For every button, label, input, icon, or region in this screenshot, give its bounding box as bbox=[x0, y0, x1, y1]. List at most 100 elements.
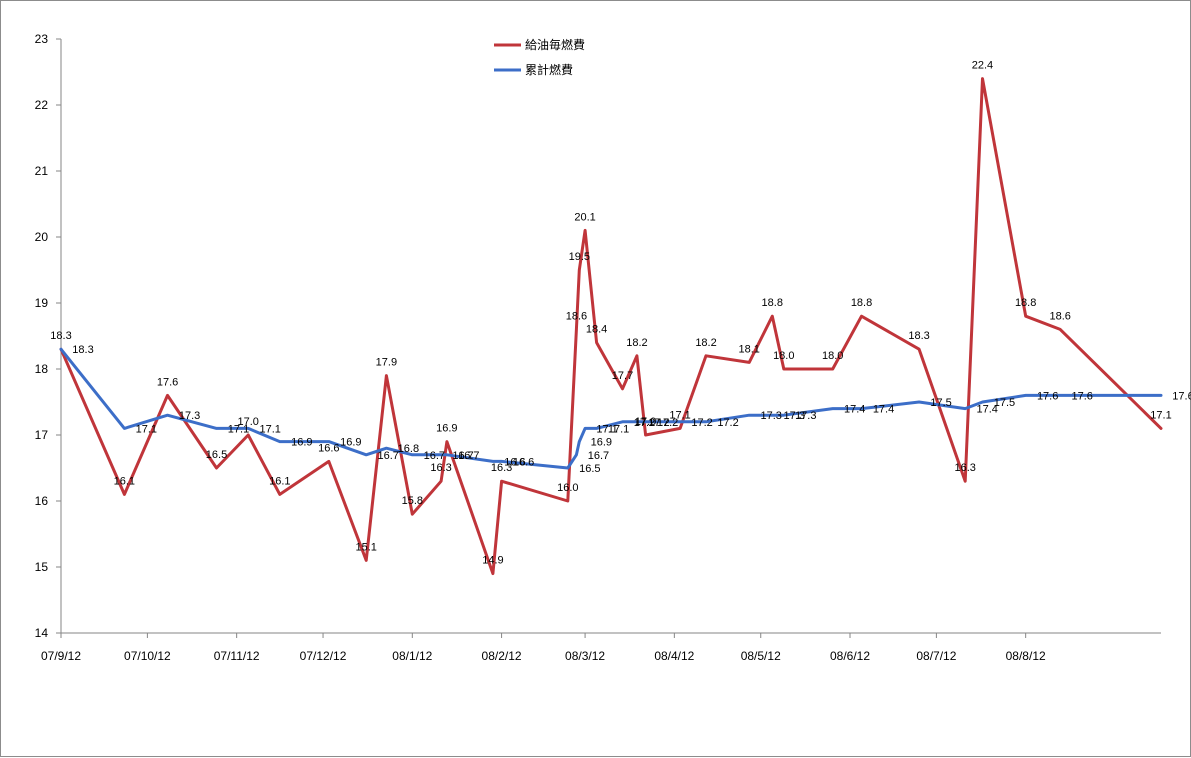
data-label: 17.6 bbox=[1037, 390, 1058, 402]
x-tick-label: 07/9/12 bbox=[41, 649, 81, 663]
legend-label: 累計燃費 bbox=[525, 62, 573, 77]
data-label: 17.6 bbox=[1172, 390, 1191, 402]
data-label: 18.4 bbox=[586, 324, 607, 336]
y-tick-label: 15 bbox=[35, 560, 49, 574]
data-label: 18.3 bbox=[50, 330, 71, 342]
data-label: 17.2 bbox=[634, 417, 655, 429]
data-label: 17.6 bbox=[157, 376, 178, 388]
x-tick-label: 08/7/12 bbox=[916, 649, 956, 663]
data-label: 17.0 bbox=[237, 416, 258, 428]
data-label: 18.2 bbox=[626, 337, 647, 349]
data-label: 18.6 bbox=[1050, 310, 1071, 322]
data-label: 16.6 bbox=[318, 442, 339, 454]
data-label: 16.0 bbox=[557, 482, 578, 494]
x-tick-label: 08/5/12 bbox=[741, 649, 781, 663]
data-label: 14.9 bbox=[482, 555, 503, 567]
data-label: 17.0 bbox=[635, 416, 656, 428]
data-label: 15.1 bbox=[356, 541, 377, 553]
data-label: 17.1 bbox=[228, 423, 249, 435]
data-label: 18.2 bbox=[695, 337, 716, 349]
data-label: 17.3 bbox=[795, 410, 816, 422]
data-label: 17.5 bbox=[994, 397, 1015, 409]
series-line-2 bbox=[59, 347, 1163, 470]
data-label: 17.1 bbox=[669, 409, 690, 421]
y-tick-label: 22 bbox=[35, 98, 49, 112]
legend-label: 給油毎燃費 bbox=[525, 37, 585, 52]
data-label: 17.1 bbox=[596, 423, 617, 435]
data-label: 17.6 bbox=[1072, 390, 1093, 402]
series-line-1 bbox=[59, 77, 1163, 576]
y-tick-label: 23 bbox=[35, 32, 49, 46]
x-tick-label: 07/11/12 bbox=[214, 649, 260, 663]
data-label: 16.3 bbox=[430, 462, 451, 474]
data-label: 16.3 bbox=[954, 462, 975, 474]
data-label: 16.7 bbox=[588, 450, 609, 462]
x-tick-label: 08/3/12 bbox=[565, 649, 605, 663]
data-label: 19.5 bbox=[569, 251, 590, 263]
data-label: 16.5 bbox=[579, 463, 600, 475]
y-tick-label: 19 bbox=[35, 296, 49, 310]
data-label: 18.6 bbox=[566, 310, 587, 322]
data-label: 17.3 bbox=[761, 410, 782, 422]
data-label: 17.1 bbox=[608, 423, 629, 435]
data-label: 16.7 bbox=[452, 450, 473, 462]
data-label: 17.4 bbox=[844, 404, 865, 416]
x-tick-label: 08/8/12 bbox=[1006, 649, 1046, 663]
data-labels-group: 18.3 16.1 17.6 16.5 17.0 16.1 16.6 15.1 17.9 15.8… bbox=[50, 60, 1191, 567]
data-label: 17.4 bbox=[976, 404, 997, 416]
x-tick-label: 08/6/12 bbox=[830, 649, 870, 663]
x-tick-label: 07/12/12 bbox=[300, 649, 347, 663]
x-tick-label: 07/10/12 bbox=[124, 649, 171, 663]
data-label: 16.9 bbox=[340, 437, 361, 449]
data-label: 16.3 bbox=[491, 462, 512, 474]
data-label: 17.2 bbox=[657, 417, 678, 429]
data-label: 18.8 bbox=[762, 297, 783, 309]
data-label: 18.3 bbox=[72, 344, 93, 356]
y-tick-label: 21 bbox=[35, 164, 49, 178]
data-label: 16.5 bbox=[206, 449, 227, 461]
data-label: 17.2 bbox=[648, 417, 669, 429]
data-label: 17.1 bbox=[259, 423, 280, 435]
data-label: 17.4 bbox=[873, 404, 894, 416]
data-label: 18.8 bbox=[851, 297, 872, 309]
data-label: 17.1 bbox=[136, 423, 157, 435]
data-label: 16.6 bbox=[504, 456, 525, 468]
data-label: 17.9 bbox=[376, 357, 397, 369]
data-label: 18.0 bbox=[822, 350, 843, 362]
data-label: 18.1 bbox=[739, 343, 760, 355]
x-tick-label: 08/2/12 bbox=[482, 649, 522, 663]
data-label: 17.5 bbox=[930, 397, 951, 409]
data-label: 16.9 bbox=[436, 423, 457, 435]
data-label: 17.3 bbox=[784, 410, 805, 422]
y-tick-label: 14 bbox=[35, 626, 49, 640]
data-label: 18.8 bbox=[1015, 297, 1036, 309]
data-label: 18.3 bbox=[908, 330, 929, 342]
y-tick-label: 16 bbox=[35, 494, 49, 508]
y-tick-label: 17 bbox=[35, 428, 49, 442]
data-label: 16.9 bbox=[291, 437, 312, 449]
data-label: 16.6 bbox=[513, 456, 534, 468]
data-label: 22.4 bbox=[972, 60, 993, 72]
data-label: 17.7 bbox=[612, 370, 633, 382]
data-label: 16.7 bbox=[424, 450, 445, 462]
data-label: 16.7 bbox=[458, 450, 479, 462]
data-label: 17.1 bbox=[1150, 409, 1171, 421]
data-label: 17.2 bbox=[717, 417, 738, 429]
series-lines-group bbox=[59, 77, 1163, 576]
data-label: 16.1 bbox=[269, 475, 290, 487]
x-tick-label: 08/4/12 bbox=[654, 649, 694, 663]
data-label: 17.2 bbox=[691, 417, 712, 429]
data-label: 17.3 bbox=[179, 410, 200, 422]
data-label: 18.0 bbox=[773, 350, 794, 362]
data-label: 16.9 bbox=[591, 437, 612, 449]
axes-group: 14 15 16 17 18 19 20 21 22 23 07/9/12 07/10/12 07/11… bbox=[35, 32, 1161, 663]
data-label: 15.8 bbox=[402, 495, 423, 507]
data-label: 16.1 bbox=[114, 475, 135, 487]
x-tick-label: 08/1/12 bbox=[392, 649, 432, 663]
y-tick-label: 20 bbox=[35, 230, 49, 244]
data-label: 16.7 bbox=[378, 450, 399, 462]
data-label: 20.1 bbox=[574, 211, 595, 223]
